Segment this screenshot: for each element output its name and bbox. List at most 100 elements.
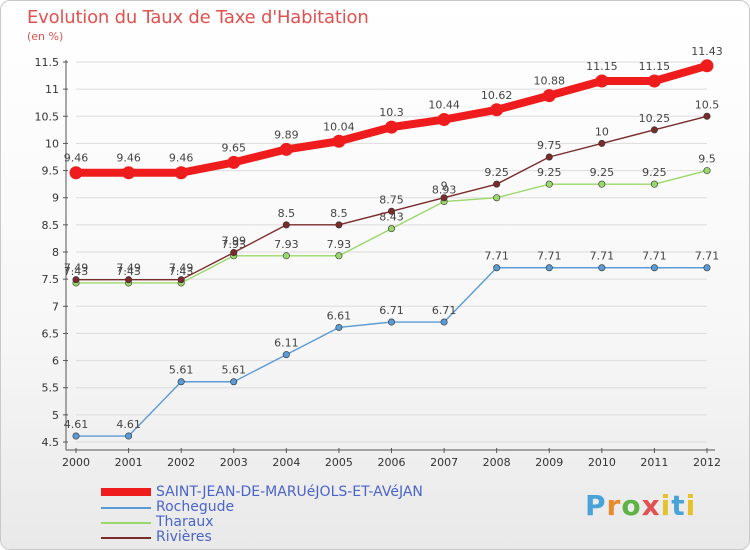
data-label: 7.71	[590, 250, 615, 263]
data-point	[703, 112, 711, 120]
y-tick-label: 7.5	[42, 273, 60, 286]
data-point	[387, 207, 395, 215]
data-point	[650, 126, 658, 134]
data-label: 9.25	[484, 166, 509, 179]
data-point	[700, 59, 714, 73]
y-tick-label: 11.5	[35, 56, 60, 69]
data-label: 8.43	[379, 211, 404, 224]
data-label: 5.61	[169, 364, 194, 377]
data-label: 9.65	[222, 141, 247, 154]
data-point	[282, 351, 290, 359]
x-tick-label: 2012	[693, 456, 721, 469]
data-label: 7.93	[274, 238, 299, 251]
data-point	[282, 252, 290, 260]
data-label: 8.5	[330, 207, 348, 220]
data-label: 7.71	[642, 250, 667, 263]
data-label: 9.75	[537, 139, 562, 152]
data-point	[122, 166, 136, 180]
data-point	[72, 432, 80, 440]
unit-label: (en %)	[27, 30, 64, 43]
data-label: 9.89	[274, 128, 299, 141]
x-tick-label: 2011	[640, 456, 668, 469]
data-point	[545, 264, 553, 272]
data-label: 7.49	[116, 262, 141, 275]
data-point	[493, 264, 501, 272]
data-label: 7.43	[64, 265, 89, 278]
y-tick-label: 6	[52, 355, 59, 368]
data-point	[335, 323, 343, 331]
data-point	[493, 180, 501, 188]
x-tick-label: 2000	[62, 456, 90, 469]
data-point	[69, 166, 83, 180]
x-tick-label: 2009	[535, 456, 563, 469]
legend-label: Tharaux	[156, 514, 214, 530]
data-label: 6.71	[432, 304, 457, 317]
data-point	[598, 264, 606, 272]
data-label: 6.11	[274, 337, 299, 350]
data-point	[647, 74, 661, 88]
y-tick-label: 5.5	[42, 382, 60, 395]
data-label: 9.46	[169, 152, 194, 165]
y-tick-label: 9.5	[42, 165, 60, 178]
data-point	[177, 378, 185, 386]
data-label: 11.43	[691, 45, 723, 58]
legend-swatch	[101, 507, 151, 509]
data-point	[387, 318, 395, 326]
data-label: 5.61	[222, 364, 247, 377]
data-point	[440, 194, 448, 202]
data-label: 10.62	[481, 89, 513, 102]
y-tick-label: 6.5	[42, 327, 60, 340]
data-label: 7.49	[64, 262, 89, 275]
x-tick-label: 2006	[378, 456, 406, 469]
data-label: 7.43	[116, 265, 141, 278]
data-label: 8.5	[278, 207, 296, 220]
data-label: 9.46	[116, 152, 141, 165]
y-tick-label: 9	[52, 192, 59, 205]
data-point	[440, 318, 448, 326]
legend-label: Rivières	[156, 529, 212, 545]
data-point	[72, 276, 80, 284]
data-point	[598, 180, 606, 188]
data-label: 8.75	[379, 193, 404, 206]
data-point	[279, 142, 293, 156]
x-tick-label: 2003	[220, 456, 248, 469]
data-point	[385, 120, 398, 134]
legend-label: Rochegude	[156, 499, 235, 515]
data-point	[703, 264, 711, 272]
data-label: 4.61	[116, 418, 141, 431]
x-tick-label: 2007	[430, 456, 458, 469]
y-tick-label: 11	[45, 83, 59, 96]
data-point	[650, 180, 658, 188]
data-label: 7.71	[484, 250, 509, 263]
y-tick-label: 10.5	[35, 110, 60, 123]
data-label: 10.5	[695, 98, 720, 111]
legend-swatch	[101, 537, 151, 539]
data-point	[125, 432, 133, 440]
data-point	[335, 221, 343, 229]
data-point	[598, 139, 606, 147]
x-tick-label: 2008	[483, 456, 511, 469]
legend-swatch	[101, 522, 151, 524]
data-label: 7.93	[327, 238, 352, 251]
data-label: 7.71	[537, 250, 562, 263]
x-tick-label: 2004	[272, 456, 300, 469]
data-point	[545, 153, 553, 161]
data-label: 10.25	[639, 112, 671, 125]
x-tick-label: 2002	[167, 456, 195, 469]
data-label: 6.61	[327, 309, 352, 322]
legend-label: SAINT-JEAN-DE-MARUéJOLS-ET-AVéJAN	[156, 484, 423, 500]
series-line	[75, 267, 708, 437]
data-point	[650, 264, 658, 272]
data-label: 7.71	[695, 250, 720, 263]
data-label: 11.15	[639, 60, 671, 73]
data-point	[125, 276, 133, 284]
data-point	[493, 194, 501, 202]
data-label: 8.93	[432, 184, 457, 197]
y-tick-label: 8	[52, 246, 59, 259]
data-point	[490, 103, 504, 117]
data-label: 4.61	[64, 418, 89, 431]
data-label: 7.93	[222, 238, 247, 251]
data-label: 9.25	[537, 166, 562, 179]
data-label: 7.49	[169, 262, 194, 275]
